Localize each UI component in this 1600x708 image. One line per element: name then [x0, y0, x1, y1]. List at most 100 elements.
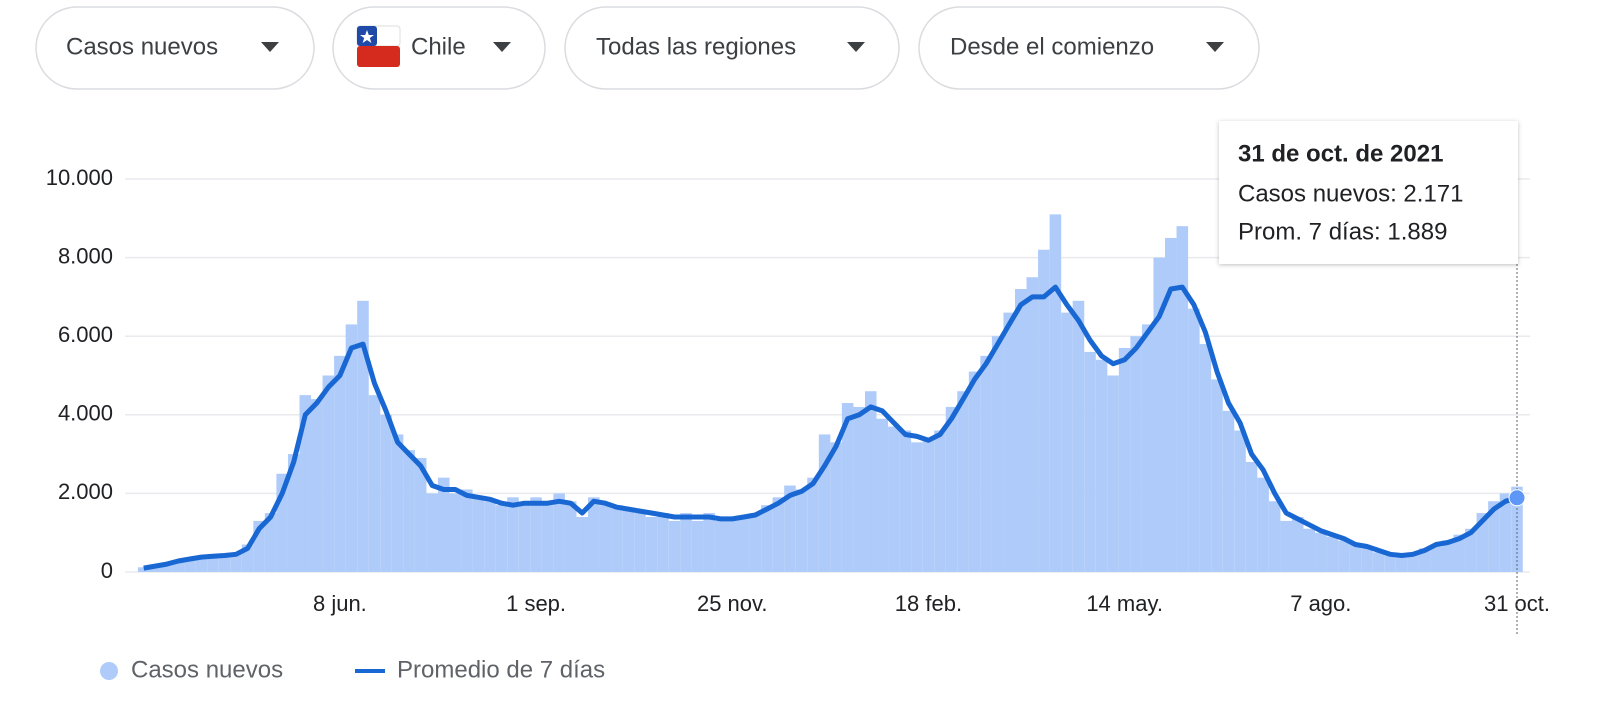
bar	[657, 513, 669, 572]
bar	[1349, 544, 1362, 572]
bar	[668, 520, 681, 572]
bar	[726, 516, 739, 572]
bar	[795, 489, 808, 572]
bar	[1072, 300, 1085, 572]
bar	[691, 520, 704, 572]
bar	[1430, 546, 1442, 572]
bar	[299, 395, 312, 572]
bar	[1245, 461, 1258, 572]
bar	[922, 438, 935, 572]
bar	[784, 485, 796, 572]
bar	[772, 497, 785, 572]
bar	[622, 509, 635, 572]
bar	[1038, 249, 1050, 573]
bar	[611, 505, 623, 572]
bar	[1384, 554, 1396, 572]
legend: Casos nuevos Promedio de 7 días	[100, 656, 605, 683]
dropdown-arrow	[261, 42, 279, 52]
filter-button[interactable]	[918, 6, 1260, 90]
bar	[184, 558, 196, 572]
bar	[472, 497, 485, 572]
bar	[1153, 257, 1166, 572]
bar	[634, 513, 646, 572]
bar	[1049, 214, 1062, 572]
legend-label: Promedio de 7 días	[397, 656, 605, 683]
bar	[703, 513, 715, 572]
bar	[911, 442, 923, 572]
bar	[530, 497, 542, 572]
bar	[426, 493, 438, 572]
bar	[1326, 536, 1339, 572]
bar	[830, 442, 842, 572]
x-tick-label: 31 oct.	[1484, 591, 1550, 616]
bar	[588, 497, 600, 572]
bar	[1441, 540, 1454, 572]
bar	[334, 355, 346, 572]
bar	[345, 324, 358, 572]
bar	[1407, 554, 1419, 572]
bar	[137, 567, 150, 572]
filter-button[interactable]	[564, 6, 900, 90]
bar	[1280, 520, 1292, 572]
y-tick-label: 6.000	[58, 322, 113, 347]
bar	[1211, 379, 1223, 572]
bar	[1476, 513, 1489, 572]
bar	[461, 489, 473, 572]
bar	[1084, 351, 1096, 572]
bar	[507, 497, 519, 572]
x-tick-label: 18 feb.	[895, 591, 962, 616]
bar	[738, 516, 750, 572]
bar	[518, 505, 531, 572]
bar	[564, 501, 577, 572]
bar	[934, 430, 946, 572]
bar	[1165, 237, 1177, 572]
bar	[380, 414, 392, 572]
x-tick-label: 1 sep.	[506, 591, 566, 616]
plot: 0 2.000 4.000 6.000 8.000 10.000 8 jun. 1 sep. 2…	[46, 165, 1550, 635]
legend-swatch	[100, 662, 118, 680]
x-tick-label: 8 jun.	[313, 591, 367, 616]
bar	[1303, 528, 1316, 572]
bar	[1453, 534, 1466, 572]
tooltip: 31 de oct. de 2021 Casos nuevos: 2.171 P…	[1219, 121, 1518, 264]
bar	[1118, 347, 1131, 572]
bar	[1361, 548, 1373, 572]
bar	[1499, 493, 1512, 572]
bar	[1488, 501, 1500, 572]
bar	[1188, 308, 1200, 572]
bar	[1395, 556, 1408, 572]
bar	[195, 556, 208, 572]
bar	[241, 544, 254, 572]
filter-button[interactable]	[35, 6, 315, 90]
bar	[749, 513, 762, 572]
bar	[899, 430, 912, 572]
bar	[807, 477, 819, 572]
filters: Casos nuevos Chile Todas las regiones De…	[35, 6, 1260, 90]
filter-label: Desde el comienzo	[950, 33, 1154, 60]
bar	[945, 406, 958, 572]
bar	[357, 300, 369, 572]
y-tick-label: 10.000	[46, 165, 113, 190]
bar	[876, 418, 889, 572]
bar	[1130, 336, 1142, 572]
bar	[1268, 501, 1281, 572]
bar	[1107, 375, 1119, 572]
bar	[957, 391, 969, 572]
bar	[1315, 532, 1327, 572]
bar	[1141, 324, 1154, 572]
bar	[864, 391, 877, 572]
bar	[368, 395, 381, 572]
bar	[761, 505, 773, 572]
bar	[264, 513, 277, 572]
bar	[311, 399, 323, 572]
bar	[968, 371, 981, 572]
bar	[1026, 277, 1039, 572]
bar	[1418, 548, 1431, 572]
bar	[980, 355, 992, 572]
bar	[818, 434, 831, 572]
bar	[276, 473, 288, 572]
flag-icon	[356, 25, 401, 67]
line	[143, 284, 1518, 571]
bar	[403, 450, 415, 572]
